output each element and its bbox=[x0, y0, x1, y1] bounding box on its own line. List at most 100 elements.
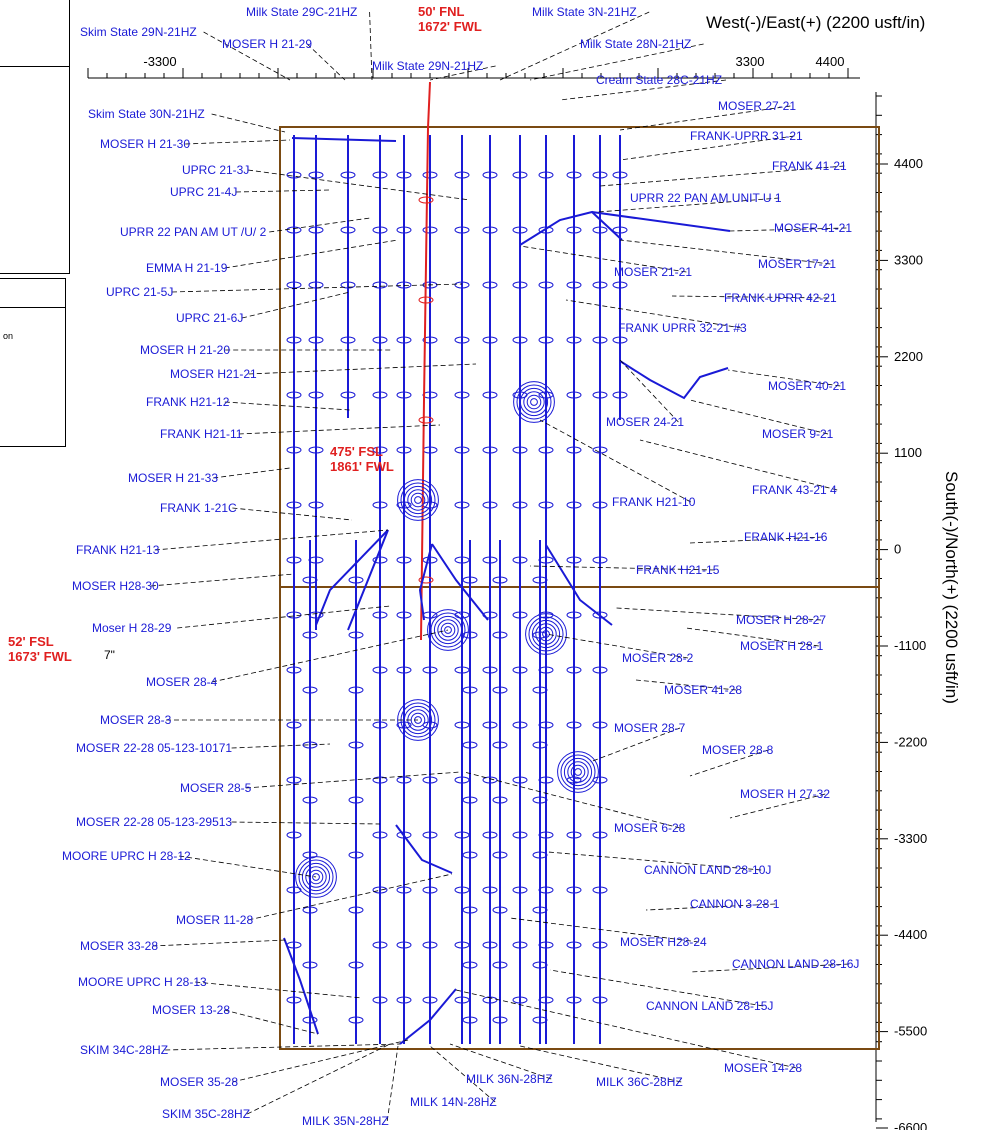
well-label: MOSER 41-28 bbox=[664, 683, 742, 697]
survey-marker bbox=[532, 741, 548, 749]
well-label: MOSER 14-28 bbox=[724, 1061, 802, 1075]
target-ring bbox=[567, 761, 589, 783]
survey-marker bbox=[302, 631, 318, 639]
well-label: MOSER H28-24 bbox=[620, 935, 707, 949]
survey-marker bbox=[396, 171, 412, 179]
survey-marker bbox=[372, 281, 388, 289]
y-tick-label: -6600 bbox=[894, 1120, 927, 1130]
leader-line bbox=[549, 969, 764, 1007]
survey-marker bbox=[566, 831, 582, 839]
target-ring bbox=[400, 482, 436, 518]
x-tick-label: 4400 bbox=[816, 54, 845, 69]
well-label: MOSER H 28-1 bbox=[740, 639, 824, 653]
survey-marker bbox=[538, 226, 554, 234]
well-label: FRANK 43-21 4 bbox=[752, 483, 837, 497]
well-label: MOSER H 28-27 bbox=[736, 613, 826, 627]
well-label: FRANK H21-15 bbox=[636, 563, 720, 577]
survey-marker bbox=[566, 886, 582, 894]
survey-marker bbox=[302, 796, 318, 804]
label-leader-lines bbox=[150, 11, 850, 1122]
survey-marker bbox=[482, 171, 498, 179]
survey-marker bbox=[512, 886, 528, 894]
leader-line bbox=[429, 65, 496, 81]
survey-marker bbox=[492, 631, 508, 639]
survey-marker bbox=[566, 556, 582, 564]
deviated-path bbox=[291, 137, 397, 142]
survey-marker bbox=[592, 996, 608, 1004]
survey-marker bbox=[372, 611, 388, 619]
survey-marker bbox=[286, 336, 302, 344]
well-label: MOSER 35-28 bbox=[160, 1075, 238, 1089]
leader-line bbox=[449, 1043, 552, 1080]
x-tick-label: 3300 bbox=[736, 54, 765, 69]
well-label: MILK 36C-28HZ bbox=[596, 1075, 683, 1089]
deviated-path bbox=[545, 544, 613, 626]
survey-marker bbox=[492, 961, 508, 969]
survey-marker bbox=[592, 886, 608, 894]
survey-marker bbox=[492, 741, 508, 749]
survey-marker bbox=[462, 1016, 478, 1024]
survey-marker bbox=[422, 776, 438, 784]
y-tick-label: 4400 bbox=[894, 156, 923, 171]
leader-line bbox=[689, 536, 823, 544]
well-label: FRANK H21-12 bbox=[146, 395, 230, 409]
leader-line bbox=[455, 989, 797, 1069]
well-label: EMMA H 21-19 bbox=[146, 261, 228, 275]
survey-marker bbox=[462, 961, 478, 969]
survey-marker bbox=[302, 576, 318, 584]
well-label: FRANK-UPRR 42-21 bbox=[724, 291, 837, 305]
survey-marker bbox=[592, 831, 608, 839]
well-label: UPRC 21-5J bbox=[106, 285, 173, 299]
well-label: MOSER 33-28 bbox=[80, 939, 158, 953]
target-ring bbox=[574, 768, 582, 776]
survey-marker bbox=[396, 556, 412, 564]
well-label: FRANK 1-21C bbox=[160, 501, 237, 515]
survey-marker bbox=[512, 171, 528, 179]
deviated-path bbox=[395, 824, 453, 874]
survey-marker bbox=[308, 501, 324, 509]
survey-marker bbox=[612, 391, 628, 399]
survey-marker bbox=[372, 666, 388, 674]
survey-marker bbox=[372, 501, 388, 509]
deviated-path bbox=[399, 988, 457, 1045]
target-ring bbox=[305, 866, 327, 888]
well-label: MOSER 28-7 bbox=[614, 721, 686, 735]
leader-line bbox=[211, 113, 286, 133]
y-tick-label: 3300 bbox=[894, 252, 923, 267]
survey-marker bbox=[592, 941, 608, 949]
survey-marker bbox=[512, 831, 528, 839]
survey-marker bbox=[396, 281, 412, 289]
survey-marker bbox=[566, 996, 582, 1004]
survey-marker bbox=[538, 501, 554, 509]
leader-line bbox=[177, 605, 391, 629]
target-ring bbox=[298, 859, 334, 895]
survey-marker bbox=[340, 226, 356, 234]
survey-marker bbox=[454, 391, 470, 399]
leader-line bbox=[185, 139, 291, 145]
leader-line bbox=[729, 227, 847, 232]
survey-marker bbox=[566, 446, 582, 454]
survey-marker bbox=[592, 336, 608, 344]
survey-marker bbox=[454, 226, 470, 234]
target-ring bbox=[397, 699, 439, 741]
survey-marker bbox=[512, 556, 528, 564]
survey-marker bbox=[512, 611, 528, 619]
target-ring bbox=[570, 764, 586, 780]
well-label: FRANK H21-13 bbox=[76, 543, 160, 557]
survey-marker bbox=[566, 501, 582, 509]
well-label: MOSER 28-4 bbox=[146, 675, 218, 689]
deviated-path bbox=[519, 210, 623, 246]
legend-divider bbox=[0, 66, 69, 67]
well-label: UPRC 21-6J bbox=[176, 311, 243, 325]
well-label: MOSER 13-28 bbox=[152, 1003, 230, 1017]
well-label: SKIM 35C-28HZ bbox=[162, 1107, 250, 1121]
well-labels: Milk State 29C-21HZ Skim State 29N-21HZ MO… bbox=[8, 4, 859, 1128]
legend-text-fragment: on bbox=[3, 331, 14, 341]
survey-marker bbox=[532, 686, 548, 694]
survey-marker bbox=[286, 556, 302, 564]
target-ring bbox=[295, 856, 337, 898]
deviated-path bbox=[431, 543, 489, 621]
well-label: MOSER H 27-32 bbox=[740, 787, 830, 801]
y-tick-label: -1100 bbox=[894, 638, 926, 653]
